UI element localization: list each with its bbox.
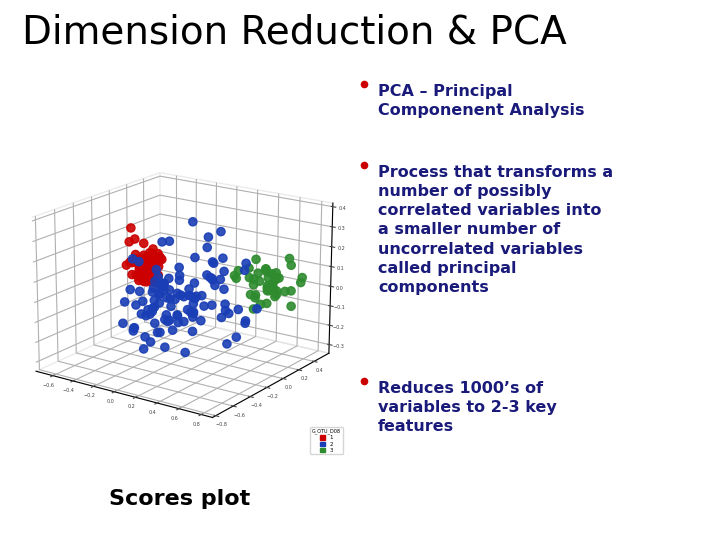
Text: Reduces 1000’s of
variables to 2-3 key
features: Reduces 1000’s of variables to 2-3 key f… xyxy=(378,381,557,434)
Text: Process that transforms a
number of possibly
correlated variables into
a smaller: Process that transforms a number of poss… xyxy=(378,165,613,295)
Text: Scores plot: Scores plot xyxy=(109,489,251,509)
Text: Dimension Reduction & PCA: Dimension Reduction & PCA xyxy=(22,14,567,51)
Legend: 1, 2, 3: 1, 2, 3 xyxy=(310,427,343,455)
Text: PCA – Principal
Componenent Analysis: PCA – Principal Componenent Analysis xyxy=(378,84,585,118)
